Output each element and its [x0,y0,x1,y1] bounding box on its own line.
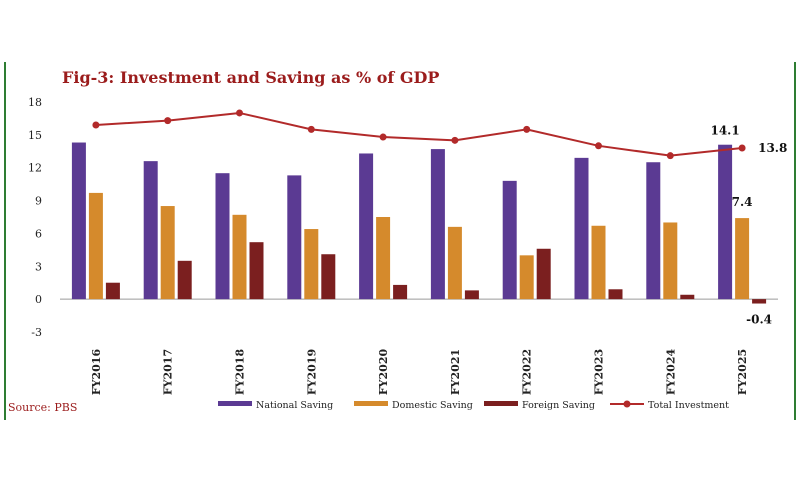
national-saving-bar [71,142,86,300]
total-investment-point [236,109,243,117]
domestic-saving-bar [735,218,750,300]
data-label: 14.1 [710,124,739,138]
total-investment-point [738,144,746,152]
domestic-saving-bar [232,214,247,300]
foreign-saving-bar [464,290,479,300]
domestic-saving-bar [376,217,391,300]
foreign-saving-bar [393,284,408,300]
total-investment-point [666,152,674,160]
national-saving-bar [430,149,445,300]
total-investment-point [92,121,100,129]
legend-swatch [354,401,388,406]
national-saving-bar [646,162,661,300]
y-tick-label: 15 [28,129,42,142]
y-tick-label: 0 [35,293,42,306]
national-saving-bar [574,157,589,300]
domestic-saving-bar [447,226,462,300]
x-tick-label: FY2022 [521,349,534,395]
x-tick-label: FY2019 [305,349,318,395]
data-label: -0.4 [746,313,772,327]
domestic-saving-bar [519,255,534,300]
legend-label: National Saving [256,400,333,411]
total-investment-point [307,125,315,133]
data-label: 13.8 [758,141,787,155]
foreign-saving-bar [752,299,767,304]
national-saving-bar [215,173,230,300]
domestic-saving-bar [591,225,606,300]
total-investment-point [595,142,602,150]
legend-swatch [218,401,252,406]
domestic-saving-bar [304,229,319,300]
legend-label: Domestic Saving [392,400,473,411]
x-tick-label: FY2021 [449,349,462,395]
x-tick-label: FY2024 [664,349,677,396]
x-tick-label: FY2020 [377,349,390,396]
y-tick-label: 12 [28,162,42,175]
data-label: 7.4 [732,195,753,209]
foreign-saving-bar [536,248,551,300]
y-tick-label: 18 [28,96,42,109]
national-saving-bar [287,175,302,300]
legend-swatch [484,401,518,406]
domestic-saving-bar [160,206,175,300]
total-investment-line [95,111,743,157]
foreign-saving-bar [249,242,264,300]
foreign-saving-bar [321,254,336,300]
y-tick-label: 9 [35,195,42,208]
x-tick-label: FY2017 [162,349,175,395]
foreign-saving-bar [680,294,695,300]
x-tick-label: FY2018 [234,349,247,396]
left-border-line [4,62,6,420]
national-saving-bar [718,144,733,300]
foreign-saving-bar [105,282,120,300]
legend-label: Total Investment [648,400,729,411]
source-note: Source: PBS [8,401,78,414]
x-tick-label: FY2025 [736,349,749,395]
national-saving-bar [359,153,374,300]
x-tick-label: FY2016 [90,349,103,396]
legend-swatch-marker [623,400,631,408]
national-saving-bar [143,161,158,300]
x-tick-label: FY2023 [593,349,606,395]
right-border-line [794,62,796,420]
domestic-saving-bar [88,192,103,300]
total-investment-point [451,136,459,144]
total-investment-point [164,117,172,125]
domestic-saving-bar [663,222,678,300]
y-tick-label: 3 [35,260,42,273]
y-tick-label: 6 [35,227,42,240]
y-tick-label: -3 [31,326,42,339]
total-investment-point [523,125,531,133]
legend-label: Foreign Saving [522,400,595,411]
foreign-saving-bar [177,260,192,300]
foreign-saving-bar [608,289,623,300]
national-saving-bar [502,180,517,300]
chart-title: Fig-3: Investment and Saving as % of GDP [62,68,440,87]
total-investment-point [379,133,387,141]
